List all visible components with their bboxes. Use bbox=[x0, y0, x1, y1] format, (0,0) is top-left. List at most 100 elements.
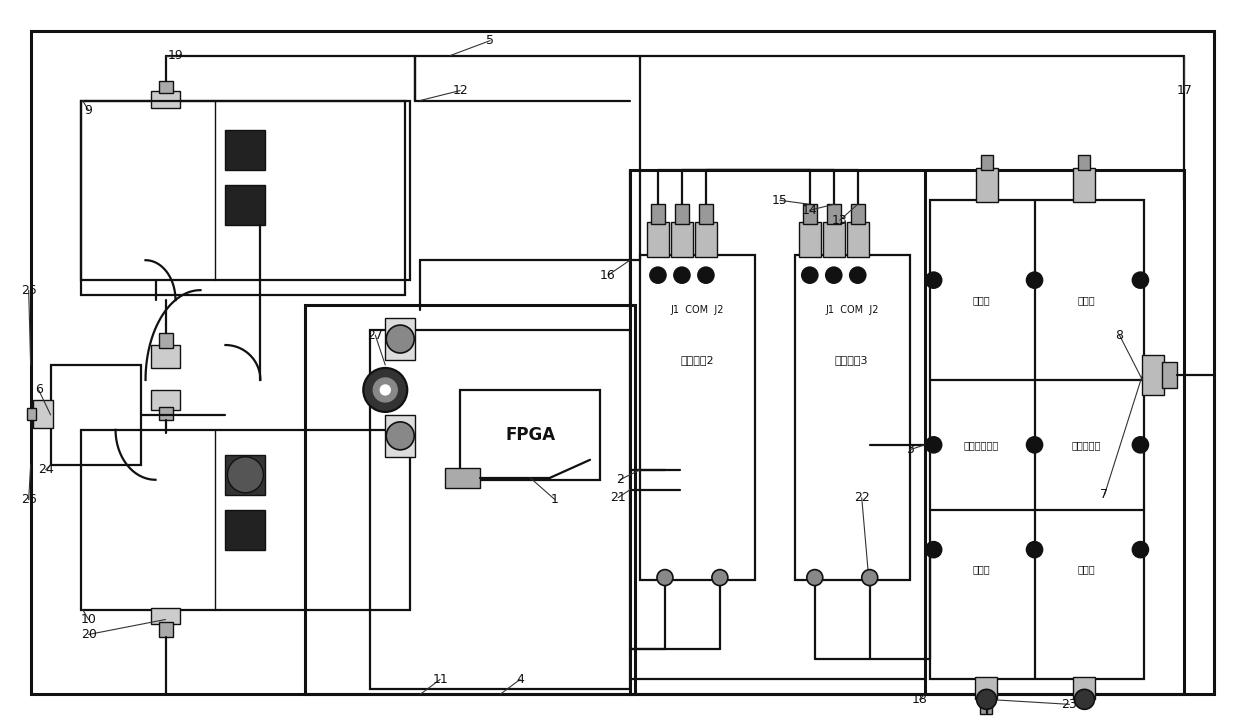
Ellipse shape bbox=[862, 570, 878, 586]
Ellipse shape bbox=[381, 385, 391, 395]
Bar bbox=[226, 186, 265, 225]
Ellipse shape bbox=[1132, 272, 1148, 288]
Bar bbox=[150, 607, 181, 625]
Bar bbox=[386, 318, 415, 360]
Text: 20: 20 bbox=[81, 628, 97, 641]
Text: 9: 9 bbox=[84, 104, 93, 117]
Text: 8: 8 bbox=[1116, 329, 1123, 342]
Bar bbox=[1079, 155, 1090, 170]
Text: 输入端: 输入端 bbox=[973, 295, 991, 305]
Bar bbox=[827, 204, 841, 225]
Ellipse shape bbox=[227, 457, 263, 492]
Ellipse shape bbox=[1027, 272, 1043, 288]
Bar bbox=[981, 155, 992, 170]
Ellipse shape bbox=[1027, 542, 1043, 557]
Bar bbox=[651, 204, 665, 225]
Bar bbox=[802, 204, 817, 225]
Text: 25: 25 bbox=[21, 284, 37, 297]
Ellipse shape bbox=[977, 690, 997, 709]
Ellipse shape bbox=[925, 542, 941, 557]
Text: 23: 23 bbox=[1061, 698, 1078, 711]
Text: 7: 7 bbox=[1100, 488, 1109, 501]
Bar bbox=[226, 455, 265, 495]
Bar bbox=[159, 622, 172, 638]
Text: 26: 26 bbox=[21, 493, 36, 506]
Bar bbox=[647, 222, 668, 257]
Bar bbox=[1074, 168, 1095, 202]
Bar bbox=[371, 330, 630, 690]
Ellipse shape bbox=[925, 437, 941, 453]
Bar bbox=[51, 365, 140, 465]
Ellipse shape bbox=[373, 378, 397, 402]
Bar bbox=[305, 305, 635, 695]
Bar bbox=[640, 255, 755, 580]
Bar bbox=[159, 407, 172, 420]
Ellipse shape bbox=[657, 570, 673, 586]
Ellipse shape bbox=[1132, 542, 1148, 557]
Bar bbox=[975, 677, 997, 700]
Bar bbox=[630, 170, 1184, 695]
Bar bbox=[675, 204, 689, 225]
Bar bbox=[445, 468, 480, 488]
Text: 4: 4 bbox=[516, 673, 525, 686]
Text: FPGA: FPGA bbox=[505, 426, 556, 444]
Text: 21: 21 bbox=[610, 491, 626, 504]
Bar bbox=[81, 100, 405, 295]
Ellipse shape bbox=[802, 267, 817, 283]
Ellipse shape bbox=[1075, 690, 1095, 709]
Text: 12: 12 bbox=[453, 84, 467, 97]
Ellipse shape bbox=[849, 267, 866, 283]
Bar bbox=[150, 90, 181, 108]
Ellipse shape bbox=[698, 267, 714, 283]
Bar bbox=[823, 222, 844, 257]
Bar bbox=[930, 200, 1145, 679]
Ellipse shape bbox=[650, 267, 666, 283]
Bar bbox=[799, 222, 821, 257]
Text: 19: 19 bbox=[167, 49, 184, 62]
Ellipse shape bbox=[826, 267, 842, 283]
Bar bbox=[980, 697, 992, 714]
Ellipse shape bbox=[1132, 437, 1148, 453]
Bar bbox=[226, 510, 265, 549]
Bar bbox=[851, 204, 864, 225]
Bar bbox=[694, 222, 717, 257]
Text: 27: 27 bbox=[367, 329, 383, 342]
Bar bbox=[150, 345, 181, 368]
Text: 2: 2 bbox=[616, 474, 624, 487]
Text: J1  COM  J2: J1 COM J2 bbox=[825, 305, 878, 315]
Bar bbox=[27, 408, 36, 420]
Text: 6: 6 bbox=[35, 383, 42, 396]
Bar bbox=[386, 415, 415, 457]
Bar bbox=[1162, 362, 1177, 388]
Bar bbox=[1074, 677, 1095, 700]
Text: J1  COM  J2: J1 COM J2 bbox=[670, 305, 724, 315]
Text: 22: 22 bbox=[854, 491, 869, 504]
Ellipse shape bbox=[673, 267, 689, 283]
Text: 14: 14 bbox=[802, 204, 817, 217]
Text: 输入端: 输入端 bbox=[1078, 565, 1095, 575]
Bar bbox=[976, 168, 997, 202]
Text: 17: 17 bbox=[1177, 84, 1193, 97]
Text: 24: 24 bbox=[37, 464, 53, 477]
Text: 16: 16 bbox=[600, 269, 616, 282]
Ellipse shape bbox=[712, 570, 728, 586]
Bar bbox=[699, 204, 713, 225]
Text: 输出端: 输出端 bbox=[973, 565, 991, 575]
Bar bbox=[847, 222, 869, 257]
Text: 11: 11 bbox=[433, 673, 448, 686]
Text: 15: 15 bbox=[771, 193, 787, 206]
Bar bbox=[81, 430, 410, 609]
Text: 13: 13 bbox=[832, 214, 848, 227]
Ellipse shape bbox=[807, 570, 823, 586]
Bar bbox=[81, 100, 410, 280]
Ellipse shape bbox=[387, 422, 414, 450]
Text: 5: 5 bbox=[486, 34, 495, 47]
Bar bbox=[159, 81, 172, 92]
Bar bbox=[159, 333, 172, 348]
Bar bbox=[1142, 355, 1164, 395]
Text: 第二开关3: 第二开关3 bbox=[835, 355, 868, 365]
Text: 3: 3 bbox=[905, 443, 914, 456]
Bar bbox=[32, 400, 52, 428]
Ellipse shape bbox=[387, 325, 414, 353]
Bar bbox=[150, 390, 181, 410]
